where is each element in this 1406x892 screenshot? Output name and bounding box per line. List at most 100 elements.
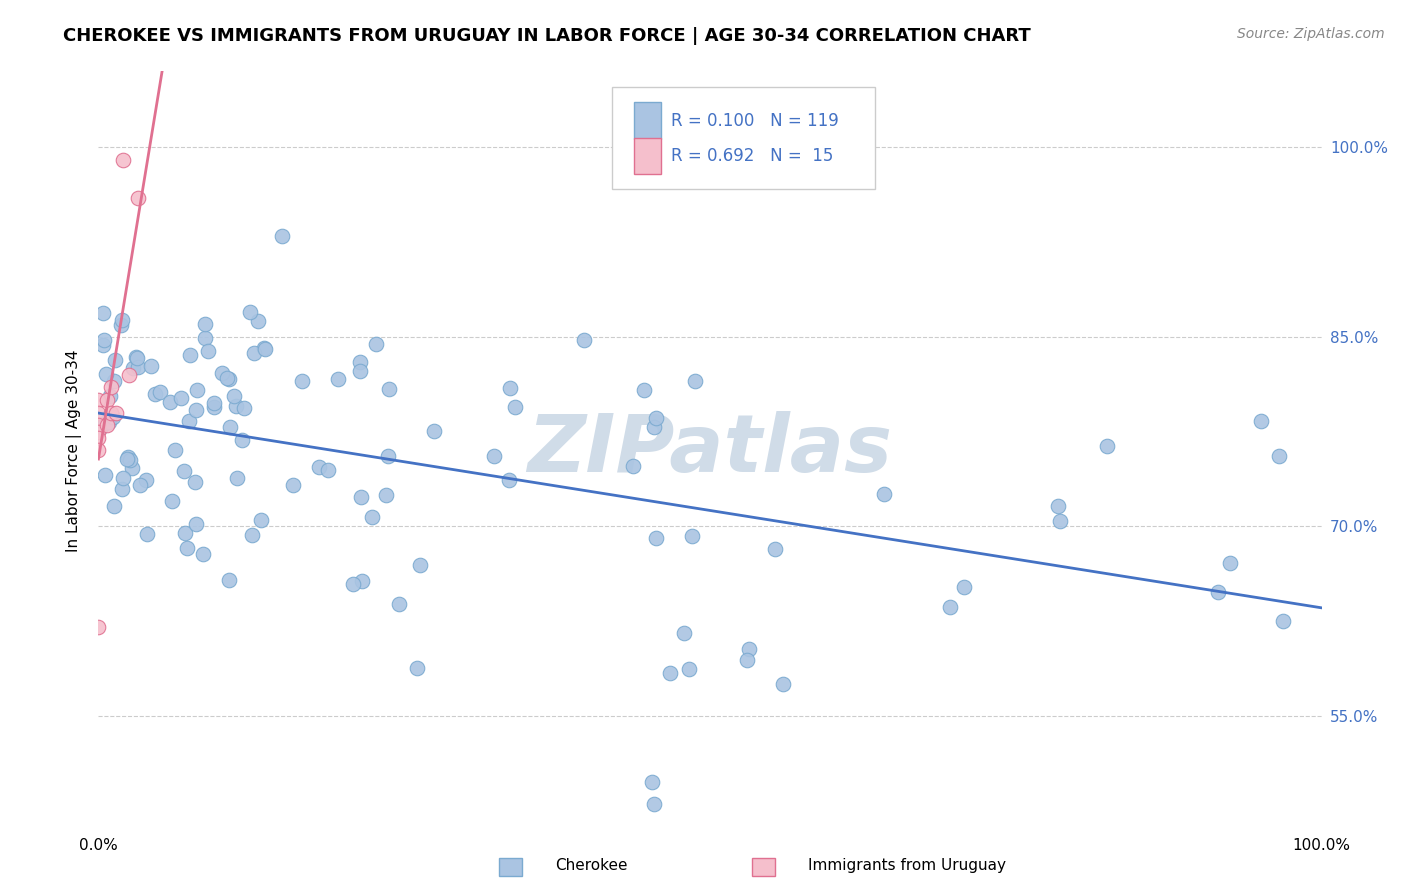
Point bbox=[1046, 499, 1069, 513]
Point bbox=[388, 597, 411, 611]
Point bbox=[224, 388, 246, 402]
Point bbox=[117, 450, 139, 465]
Point bbox=[179, 348, 201, 362]
Point bbox=[96, 418, 118, 433]
Point bbox=[361, 509, 384, 524]
Point bbox=[291, 375, 314, 389]
Point bbox=[633, 384, 655, 398]
Point bbox=[103, 375, 125, 389]
Text: Immigrants from Uruguay: Immigrants from Uruguay bbox=[808, 858, 1007, 872]
Point bbox=[176, 541, 198, 555]
Point bbox=[953, 580, 976, 594]
Point bbox=[1049, 514, 1071, 528]
Point bbox=[136, 527, 159, 541]
Point bbox=[184, 475, 207, 490]
Point bbox=[763, 541, 786, 556]
Point bbox=[233, 401, 256, 415]
Point bbox=[100, 380, 122, 394]
Point bbox=[218, 371, 240, 385]
Point bbox=[90, 420, 112, 434]
Point bbox=[643, 420, 665, 434]
Point bbox=[409, 558, 432, 572]
Text: Cherokee: Cherokee bbox=[555, 858, 628, 872]
Point bbox=[96, 392, 118, 407]
Point bbox=[349, 355, 371, 369]
Point bbox=[87, 431, 110, 445]
Point bbox=[1272, 614, 1295, 628]
Point bbox=[202, 396, 225, 410]
Point bbox=[350, 490, 373, 504]
Point bbox=[498, 473, 520, 487]
Point bbox=[191, 547, 214, 561]
Point bbox=[101, 410, 124, 425]
Point bbox=[503, 400, 526, 414]
Point bbox=[342, 576, 364, 591]
Point bbox=[202, 401, 225, 415]
Bar bbox=[634, 103, 661, 139]
Point bbox=[645, 531, 668, 545]
Point bbox=[243, 346, 266, 360]
Point bbox=[98, 415, 121, 429]
Point bbox=[111, 482, 134, 496]
Point bbox=[215, 371, 238, 385]
Point bbox=[135, 473, 157, 487]
Point bbox=[127, 191, 149, 205]
Point bbox=[125, 351, 148, 365]
Point bbox=[94, 468, 117, 483]
Point bbox=[1219, 557, 1241, 571]
Point bbox=[366, 337, 388, 351]
Point bbox=[87, 620, 110, 634]
Point bbox=[173, 465, 195, 479]
Point bbox=[574, 333, 596, 347]
Point bbox=[118, 452, 141, 467]
Text: R = 0.100   N = 119: R = 0.100 N = 119 bbox=[671, 112, 838, 129]
Point bbox=[118, 368, 141, 382]
Point bbox=[93, 338, 115, 352]
Point bbox=[246, 314, 269, 328]
Point bbox=[623, 458, 645, 473]
Point bbox=[122, 361, 145, 376]
Point bbox=[218, 573, 240, 587]
Point bbox=[738, 641, 761, 656]
Point bbox=[94, 367, 117, 381]
Point bbox=[128, 478, 150, 492]
Point bbox=[1095, 439, 1118, 453]
Point bbox=[645, 411, 668, 425]
Point bbox=[87, 443, 110, 458]
Point bbox=[253, 342, 276, 356]
Point bbox=[87, 405, 110, 419]
Point bbox=[772, 677, 794, 691]
Point bbox=[104, 352, 127, 367]
Point bbox=[104, 405, 127, 419]
Point bbox=[163, 442, 186, 457]
Point bbox=[87, 425, 110, 439]
Point bbox=[87, 392, 110, 407]
Point bbox=[423, 424, 446, 438]
Point bbox=[349, 364, 371, 378]
Point bbox=[350, 574, 373, 589]
Point bbox=[659, 665, 682, 680]
Point bbox=[270, 228, 294, 243]
Point bbox=[406, 661, 429, 675]
Point bbox=[100, 405, 122, 419]
Point bbox=[103, 500, 125, 514]
Point bbox=[111, 153, 134, 167]
Point bbox=[186, 516, 208, 531]
Point bbox=[139, 359, 162, 373]
Point bbox=[678, 662, 700, 676]
FancyBboxPatch shape bbox=[612, 87, 875, 189]
Point bbox=[219, 420, 242, 434]
Text: R = 0.692   N =  15: R = 0.692 N = 15 bbox=[671, 147, 834, 165]
Point bbox=[197, 344, 219, 359]
Point bbox=[194, 331, 217, 345]
Point bbox=[326, 372, 349, 386]
Point bbox=[683, 375, 706, 389]
Point bbox=[91, 306, 114, 320]
Point bbox=[641, 774, 664, 789]
Point bbox=[735, 653, 758, 667]
Point bbox=[115, 451, 138, 466]
Point bbox=[93, 416, 115, 430]
Point bbox=[482, 450, 505, 464]
Y-axis label: In Labor Force | Age 30-34: In Labor Force | Age 30-34 bbox=[66, 349, 83, 552]
Point bbox=[170, 392, 193, 406]
